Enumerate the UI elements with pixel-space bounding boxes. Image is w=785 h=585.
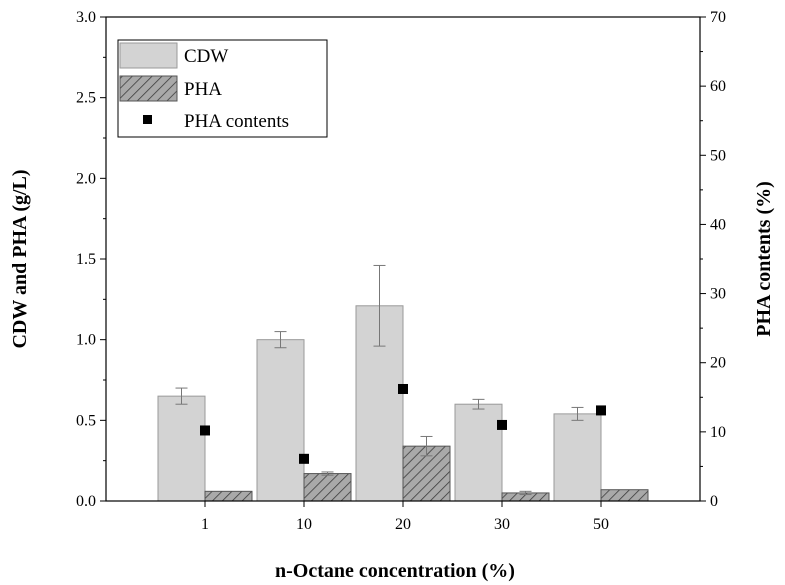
y2-tick-label-5: 50 xyxy=(710,147,726,164)
point-pha-contents-30 xyxy=(497,419,507,430)
y2-tick-label-0: 0 xyxy=(710,493,718,510)
legend-swatch-pha xyxy=(119,75,178,102)
legend-label-cdw: CDW xyxy=(184,46,228,67)
legend-label-pha: PHA xyxy=(184,79,222,100)
y-tick-label-0: 0.0 xyxy=(76,493,96,510)
y2-axis-title: PHA contents (%) xyxy=(753,181,775,337)
point-pha-contents-20 xyxy=(398,383,408,394)
bar-pha-50 xyxy=(600,489,649,502)
y2-tick-label-2: 20 xyxy=(710,355,726,372)
legend-label-pha-contents: PHA contents xyxy=(184,111,289,132)
bar-pha-10 xyxy=(303,473,352,502)
y-tick-label-1: 0.5 xyxy=(76,412,96,429)
x-tick-label-30: 30 xyxy=(494,516,510,533)
x-axis-title: n-Octane concentration (%) xyxy=(275,560,515,582)
y-tick-label-3: 1.5 xyxy=(76,251,96,268)
bar-cdw-1 xyxy=(157,395,206,502)
bar-pha-1 xyxy=(204,490,253,502)
y-tick-label-6: 3.0 xyxy=(76,9,96,26)
y-tick-label-2: 1.0 xyxy=(76,332,96,349)
y2-tick-label-1: 10 xyxy=(710,424,726,441)
legend-swatch-pha-contents xyxy=(143,115,152,124)
y-tick-label-5: 2.5 xyxy=(76,90,96,107)
legend: CDW PHA PHA contents xyxy=(117,39,328,138)
bar-cdw-50 xyxy=(553,413,602,502)
y2-tick-label-4: 40 xyxy=(710,216,726,233)
x-tick-label-20: 20 xyxy=(395,516,411,533)
y2-tick-label-3: 30 xyxy=(710,286,726,303)
bar-cdw-30 xyxy=(454,403,503,502)
point-pha-contents-1 xyxy=(200,425,210,436)
point-pha-contents-50 xyxy=(596,405,606,416)
y-tick-label-4: 2.0 xyxy=(76,170,96,187)
y2-tick-label-7: 70 xyxy=(710,9,726,26)
legend-swatch-cdw xyxy=(119,42,178,69)
bar-cdw-10 xyxy=(256,339,305,502)
x-tick-label-1: 1 xyxy=(201,516,209,533)
point-pha-contents-10 xyxy=(299,453,309,464)
y2-tick-label-6: 60 xyxy=(710,78,726,95)
x-tick-label-50: 50 xyxy=(593,516,609,533)
y-axis-title: CDW and PHA (g/L) xyxy=(9,169,31,348)
x-tick-label-10: 10 xyxy=(296,516,312,533)
